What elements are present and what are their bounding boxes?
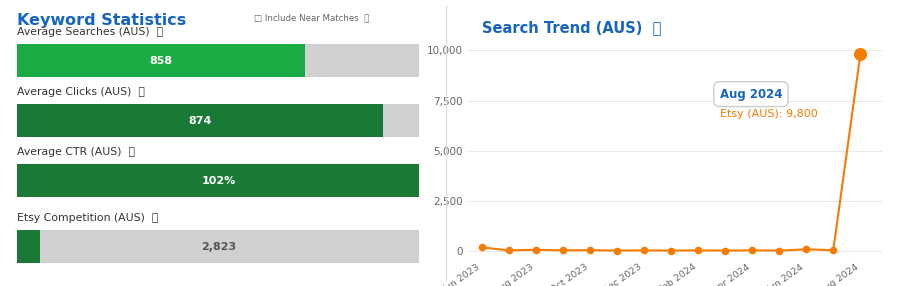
Text: Average Clicks (AUS)  ⓘ: Average Clicks (AUS) ⓘ <box>17 87 145 97</box>
Point <box>853 52 868 57</box>
Text: Aug 2024: Aug 2024 <box>720 88 782 101</box>
Point <box>501 248 516 253</box>
Text: Etsy Competition (AUS)  ⓘ: Etsy Competition (AUS) ⓘ <box>17 213 158 223</box>
Point <box>772 248 787 253</box>
Point <box>528 247 543 252</box>
Point <box>718 248 733 253</box>
Text: 102%: 102% <box>202 176 236 186</box>
Text: Keyword Statistics: Keyword Statistics <box>17 13 186 28</box>
Text: □ Include Near Matches  ⓘ: □ Include Near Matches ⓘ <box>255 13 370 22</box>
Bar <box>17 230 40 263</box>
Point <box>474 245 489 250</box>
Text: Average CTR (AUS)  ⓘ: Average CTR (AUS) ⓘ <box>17 147 136 157</box>
Point <box>582 248 597 253</box>
Bar <box>17 230 419 263</box>
Bar <box>17 104 383 137</box>
Text: 874: 874 <box>189 116 212 126</box>
Point <box>663 248 678 253</box>
Bar <box>17 164 419 197</box>
Point <box>609 248 624 253</box>
Bar <box>17 164 419 197</box>
Point <box>555 248 570 253</box>
Text: Etsy (AUS): 9,800: Etsy (AUS): 9,800 <box>720 109 817 119</box>
Bar <box>17 44 305 77</box>
Point <box>636 248 651 253</box>
Text: Average Searches (AUS)  ⓘ: Average Searches (AUS) ⓘ <box>17 27 164 37</box>
Point <box>691 248 706 253</box>
Text: 858: 858 <box>149 56 173 66</box>
Point <box>826 248 841 253</box>
Point <box>799 247 814 252</box>
Point <box>853 52 868 57</box>
Bar <box>17 104 419 137</box>
Bar <box>17 44 419 77</box>
Point <box>745 248 760 253</box>
Text: 2,823: 2,823 <box>201 242 236 252</box>
Text: Search Trend (AUS)  ⓘ: Search Trend (AUS) ⓘ <box>482 20 661 35</box>
